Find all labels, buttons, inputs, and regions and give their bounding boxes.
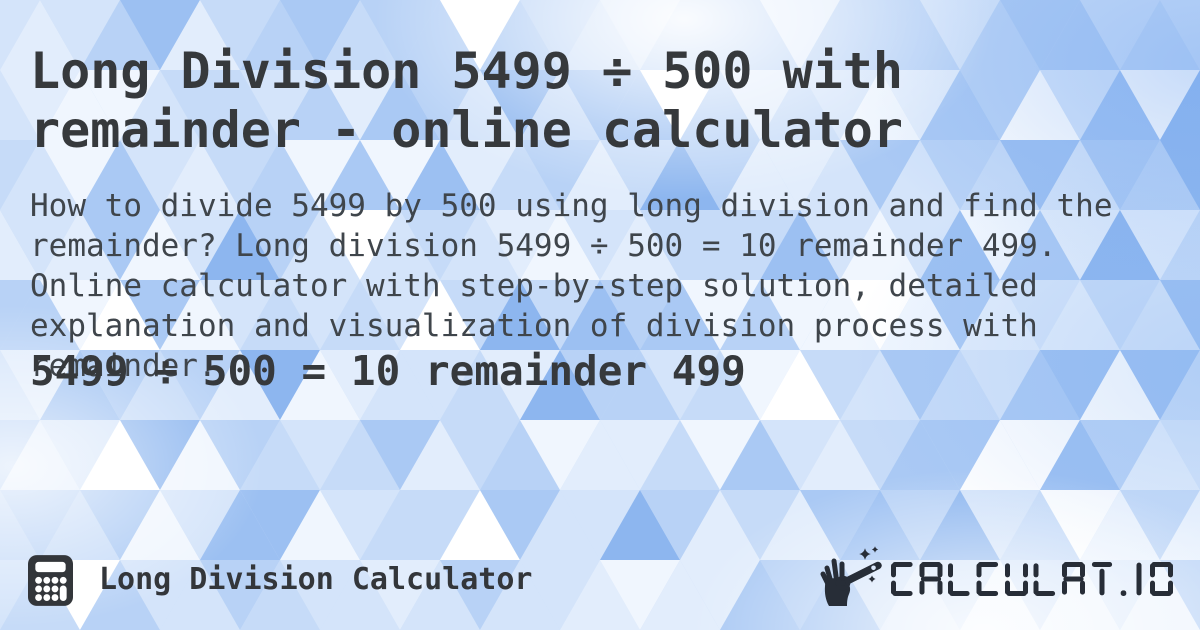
footer-app: Long Division Calculator (28, 551, 532, 609)
brand-logo (815, 546, 1173, 612)
page-title: Long Division 5499 ÷ 500 with remainder … (30, 42, 903, 159)
division-result: 5499 ÷ 500 = 10 remainder 499 (30, 347, 746, 395)
magic-wand-hand-icon (820, 546, 882, 606)
calculator-icon (28, 554, 73, 606)
app-name-label: Long Division Calculator (99, 562, 533, 597)
brand-wordmark-calculat-io (891, 562, 1173, 596)
